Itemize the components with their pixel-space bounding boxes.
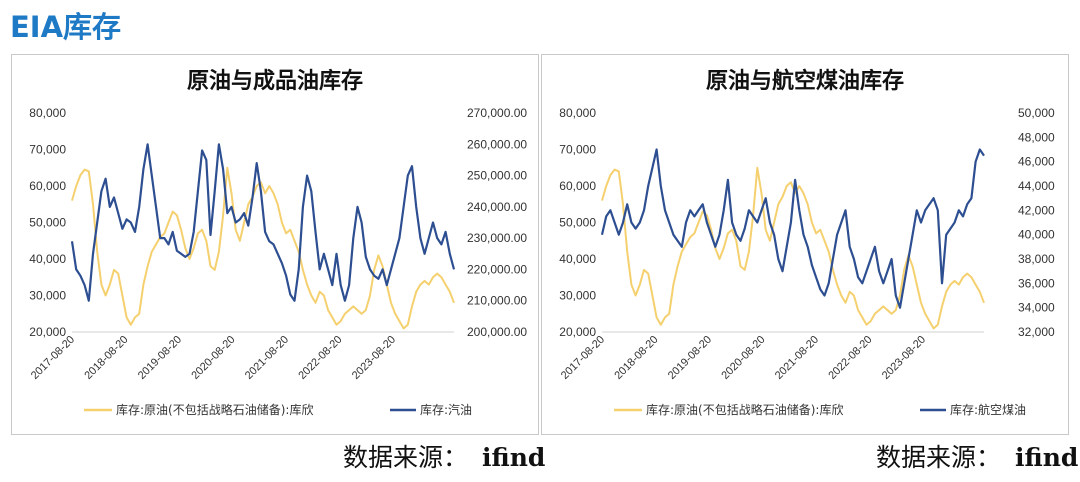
source-note-right: 数据来源： ifind <box>876 438 1078 474</box>
x-tick-label: 2021-08-20 <box>773 334 821 382</box>
series-line-crude <box>601 166 985 330</box>
y-left-tick-label: 70,000 <box>559 143 596 157</box>
x-tick-label: 2020-08-20 <box>189 334 237 382</box>
x-tick-label: 2018-08-20 <box>82 334 130 382</box>
x-tick-label: 2017-08-20 <box>559 334 607 382</box>
x-tick-label: 2019-08-20 <box>136 334 184 382</box>
x-tick-label: 2018-08-20 <box>612 334 660 382</box>
y-left-tick-label: 70,000 <box>29 143 66 157</box>
y-right-tick-label: 42,000 <box>1018 203 1055 217</box>
chart-title: 原油与成品油库存 <box>187 68 363 94</box>
y-right-tick-label: 250,000.00 <box>467 169 527 183</box>
y-left-tick-label: 80,000 <box>29 106 66 120</box>
y-left-tick-label: 50,000 <box>559 216 596 230</box>
y-right-tick-label: 240,000.00 <box>467 200 527 214</box>
y-left-tick-label: 20,000 <box>29 325 66 339</box>
y-left-tick-label: 50,000 <box>29 216 66 230</box>
page-title: EIA库存 <box>10 10 122 44</box>
y-right-tick-label: 34,000 <box>1018 301 1055 315</box>
y-right-tick-label: 230,000.00 <box>467 231 527 245</box>
y-right-tick-label: 210,000.00 <box>467 294 527 308</box>
y-right-tick-label: 40,000 <box>1018 228 1055 242</box>
chart-crude-products: 原油与成品油库存 80,000 70,000 60,000 50,000 40,000 30… <box>29 68 528 417</box>
y-right-tick-label: 270,000.00 <box>467 106 527 120</box>
x-tick-label: 2022-08-20 <box>826 334 874 382</box>
legend-label-crude: 库存:原油(不包括战略石油储备):库欣 <box>116 402 313 417</box>
y-left-tick-label: 40,000 <box>559 252 596 266</box>
x-tick-label: 2021-08-20 <box>243 334 291 382</box>
y-left-tick-label: 80,000 <box>559 106 596 120</box>
y-left-tick-label: 20,000 <box>559 325 596 339</box>
series-line-product <box>70 143 456 302</box>
source-label: 数据来源： <box>343 443 469 472</box>
y-right-tick-label: 32,000 <box>1018 325 1055 339</box>
series-line-crude <box>71 166 455 330</box>
source-note-left: 数据来源： ifind <box>343 438 545 474</box>
legend-label-crude: 库存:原油(不包括战略石油储备):库欣 <box>646 402 843 417</box>
y-left-tick-label: 30,000 <box>29 289 66 303</box>
chart-title: 原油与航空煤油库存 <box>706 68 904 94</box>
y-right-tick-label: 50,000 <box>1018 106 1055 120</box>
chart-panel-crude-products: 原油与成品油库存 80,000 70,000 60,000 50,000 40,000 30… <box>11 54 539 435</box>
y-left-tick-label: 60,000 <box>559 179 596 193</box>
y-right-tick-label: 38,000 <box>1018 252 1055 266</box>
x-tick-label: 2019-08-20 <box>666 334 714 382</box>
chart-crude-jetfuel: 原油与航空煤油库存 80,000 70,000 60,000 50,000 40,000 3… <box>559 68 1055 417</box>
y-right-tick-label: 200,000.00 <box>467 325 527 339</box>
y-left-tick-label: 60,000 <box>29 179 66 193</box>
y-right-tick-label: 48,000 <box>1018 130 1055 144</box>
legend-label-product: 库存:汽油 <box>420 402 472 417</box>
y-right-tick-label: 44,000 <box>1018 179 1055 193</box>
x-tick-label: 2023-08-20 <box>350 334 398 382</box>
legend-label-product: 库存:航空煤油 <box>950 402 1026 417</box>
y-left-tick-label: 40,000 <box>29 252 66 266</box>
source-brand: ifind <box>482 443 546 472</box>
series-line-product <box>600 148 985 309</box>
y-right-tick-label: 260,000.00 <box>467 137 527 151</box>
y-right-tick-label: 36,000 <box>1018 276 1055 290</box>
x-tick-label: 2017-08-20 <box>29 334 77 382</box>
source-label: 数据来源： <box>876 443 1002 472</box>
source-brand: ifind <box>1015 443 1079 472</box>
y-right-tick-label: 46,000 <box>1018 155 1055 169</box>
chart-panel-crude-jetfuel: 原油与航空煤油库存 80,000 70,000 60,000 50,000 40,000 3… <box>541 54 1069 435</box>
y-right-tick-label: 220,000.00 <box>467 262 527 276</box>
x-tick-label: 2022-08-20 <box>296 334 344 382</box>
x-tick-label: 2023-08-20 <box>880 334 928 382</box>
y-left-tick-label: 30,000 <box>559 289 596 303</box>
x-tick-label: 2020-08-20 <box>719 334 767 382</box>
